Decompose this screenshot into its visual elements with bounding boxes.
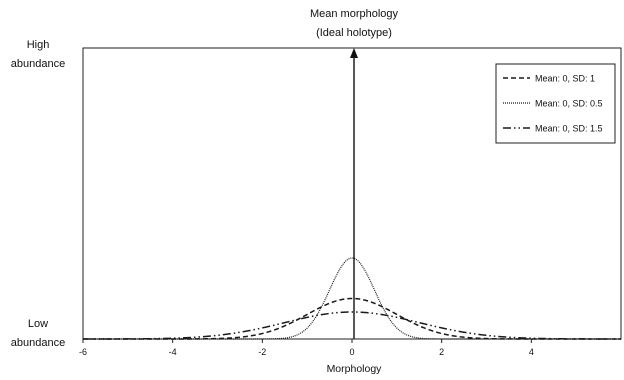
- x-tick-label-4: 0: [349, 347, 354, 357]
- x-axis-label: Morphology: [327, 363, 383, 375]
- legend-label-3: Mean: 0, SD: 1.5: [535, 124, 603, 134]
- x-tick-label-5: 2: [439, 347, 444, 357]
- legend-label-2: Mean: 0, SD: 0.5: [535, 99, 603, 109]
- legend: Mean: 0, SD: 1 Mean: 0, SD: 0.5 Mean: 0, S…: [495, 63, 616, 144]
- series-line-1: [83, 297, 621, 340]
- y-label-high-line2: abundance: [11, 58, 65, 70]
- legend-label-1: Mean: 0, SD: 1: [535, 74, 595, 84]
- x-tick-label-6: 4: [529, 347, 534, 357]
- x-tick-label-2: -4: [169, 347, 177, 357]
- series-line-3: [83, 311, 621, 340]
- y-label-high-line1: High: [27, 39, 50, 51]
- y-label-low-line1: Low: [28, 318, 48, 330]
- mean-arrow-head: [350, 48, 358, 58]
- mean-annotation-line2: (Ideal holotype): [316, 27, 392, 39]
- mean-annotation-line1: Mean morphology: [310, 8, 399, 20]
- x-tick-label-3: -2: [258, 347, 266, 357]
- y-label-low-line2: abundance: [11, 337, 65, 349]
- x-tick-label-1: -6: [79, 347, 87, 357]
- curves: [83, 257, 621, 340]
- x-ticks: -6 -4 -2 0 2 4: [79, 339, 534, 357]
